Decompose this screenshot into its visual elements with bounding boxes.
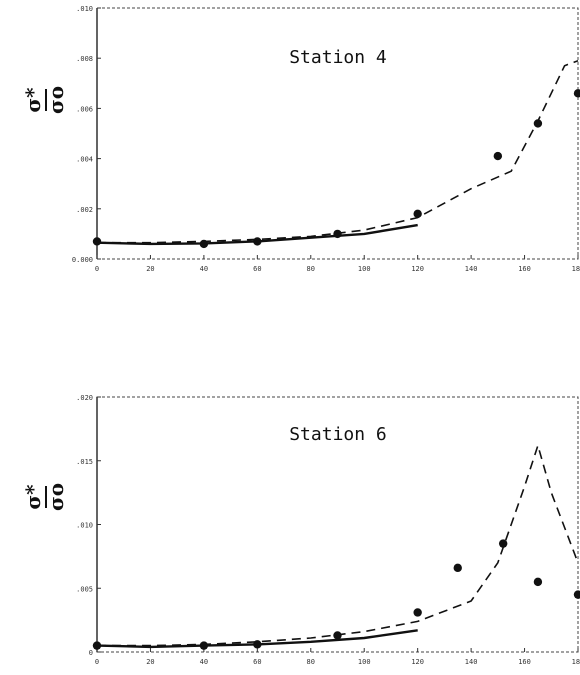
y-tick-label: 0.000 bbox=[72, 256, 93, 264]
x-tick-label: 180 bbox=[572, 265, 580, 273]
x-tick-label: 20 bbox=[146, 658, 154, 666]
y-axis-label: σ* σo bbox=[21, 483, 68, 511]
data-point bbox=[92, 237, 102, 246]
y-tick-label: .002 bbox=[76, 206, 93, 214]
y-tick-label: .005 bbox=[76, 585, 93, 593]
x-tick-label: 0 bbox=[95, 265, 99, 273]
data-point bbox=[453, 563, 462, 573]
x-tick-label: 0 bbox=[95, 658, 99, 666]
chart-panel-2: 0 20 40 60 80 100 120 140 160 180 0 .005 .010 .015 .02… bbox=[21, 394, 580, 666]
x-tick-label: 160 bbox=[518, 265, 531, 273]
data-point bbox=[199, 239, 209, 249]
x-tick-label: 140 bbox=[465, 658, 478, 666]
x-tick-label: 140 bbox=[465, 265, 478, 273]
x-tick-label: 100 bbox=[358, 265, 371, 273]
data-point bbox=[533, 577, 543, 587]
y-axis-label-bottom: σo bbox=[44, 86, 68, 114]
data-point bbox=[333, 631, 342, 640]
y-tick-label: .006 bbox=[76, 105, 93, 113]
x-tick-label: 40 bbox=[200, 265, 208, 273]
data-point bbox=[199, 641, 209, 650]
x-tick-label: 80 bbox=[307, 658, 315, 666]
x-tick-label: 60 bbox=[253, 265, 261, 273]
x-tick-label: 120 bbox=[411, 658, 424, 666]
x-tick-label: 60 bbox=[253, 658, 261, 666]
data-point bbox=[573, 590, 580, 599]
data-point bbox=[253, 237, 262, 246]
x-tick-label: 20 bbox=[146, 265, 154, 273]
x-tick-label: 120 bbox=[411, 265, 424, 273]
data-point bbox=[493, 151, 503, 161]
y-tick-label: .010 bbox=[76, 522, 93, 530]
data-point bbox=[333, 229, 342, 239]
y-tick-label: .004 bbox=[76, 156, 93, 164]
y-tick-label: .015 bbox=[76, 458, 93, 466]
chart-title: Station 4 bbox=[289, 47, 387, 68]
y-axis-label: σ* σo bbox=[21, 86, 68, 114]
y-axis-label-top: σ* bbox=[21, 484, 45, 510]
y-tick-label: 0 bbox=[89, 649, 93, 657]
data-point bbox=[533, 119, 543, 128]
chart-panel-1: 0 20 40 60 80 100 120 140 160 180 0.000 .002 .004 .00… bbox=[21, 5, 580, 273]
y-axis-label-bottom: σo bbox=[44, 483, 68, 511]
data-point bbox=[573, 89, 580, 98]
dashed-series-line bbox=[97, 59, 579, 244]
x-tick-label: 80 bbox=[307, 265, 315, 273]
chart-title: Station 6 bbox=[289, 424, 387, 445]
plot-frame bbox=[96, 396, 579, 653]
x-tick-label: 160 bbox=[518, 658, 531, 666]
plot-frame bbox=[96, 7, 579, 260]
data-point bbox=[413, 209, 422, 219]
x-tick-label: 180 bbox=[572, 658, 580, 666]
x-tick-label: 40 bbox=[200, 658, 208, 666]
y-axis-label-top: σ* bbox=[21, 87, 45, 113]
data-point bbox=[92, 641, 102, 650]
x-tick-label: 100 bbox=[358, 658, 371, 666]
data-point bbox=[413, 608, 422, 617]
y-tick-label: .008 bbox=[76, 55, 93, 63]
y-tick-label: .010 bbox=[76, 5, 93, 13]
data-point bbox=[498, 539, 508, 548]
y-tick-label: .020 bbox=[76, 394, 93, 402]
data-point bbox=[253, 640, 262, 649]
